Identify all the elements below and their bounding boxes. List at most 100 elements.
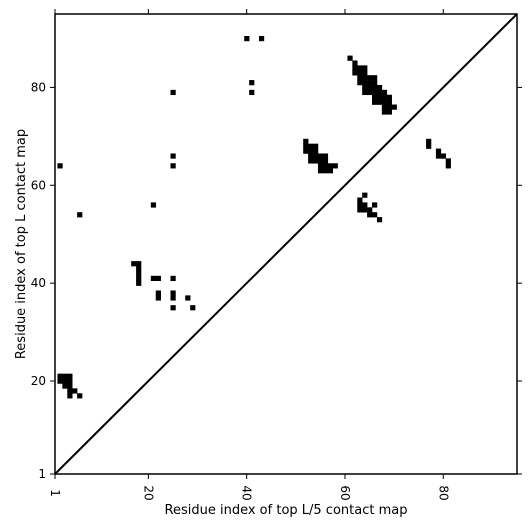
- contact-cell: [367, 89, 373, 96]
- contact-cell: [327, 163, 333, 169]
- contact-cell: [313, 158, 319, 164]
- y-tick-label: 1: [38, 467, 46, 481]
- x-tick-label: 80: [436, 485, 450, 500]
- contact-cell: [367, 84, 373, 91]
- contact-cell: [357, 207, 363, 213]
- contact-cell: [185, 295, 191, 301]
- contact-cell: [72, 388, 78, 394]
- plot-frame: [54, 13, 518, 475]
- contact-cell: [170, 295, 176, 301]
- contact-cell: [376, 217, 383, 223]
- contact-cell: [357, 70, 363, 76]
- contact-cell: [249, 80, 255, 86]
- contact-cell: [131, 261, 137, 267]
- contact-cell: [376, 99, 383, 105]
- contact-cell: [352, 60, 358, 66]
- contact-cell: [190, 305, 196, 311]
- contact-cell: [381, 89, 388, 96]
- contact-cell: [249, 89, 255, 96]
- contact-cell: [445, 158, 451, 164]
- contact-cell: [367, 207, 373, 213]
- contact-cell: [313, 148, 319, 154]
- x-tick-label: 20: [141, 485, 155, 500]
- axis-ticks: 1 20 40 60 80 1 20 40 60 80: [31, 9, 522, 501]
- contact-cell: [308, 143, 314, 149]
- contact-cell: [322, 168, 329, 174]
- contact-cell: [136, 270, 142, 277]
- contact-cell: [57, 378, 63, 384]
- contact-cell: [362, 65, 368, 71]
- contact-cell: [376, 94, 383, 100]
- contact-cell: [322, 163, 329, 169]
- contact-cell: [362, 84, 368, 91]
- x-tick-label: 40: [240, 485, 254, 500]
- contact-cell: [136, 275, 142, 281]
- contact-cell: [77, 393, 83, 399]
- contact-cell: [170, 153, 176, 159]
- contact-cell: [170, 163, 176, 169]
- contact-cell: [244, 36, 250, 42]
- contact-cell: [317, 163, 324, 169]
- contact-cell: [367, 80, 373, 86]
- contact-cell: [391, 104, 397, 110]
- contact-cell: [386, 104, 392, 110]
- contact-cell: [347, 55, 353, 61]
- contact-cell: [372, 94, 378, 100]
- diagonal-line: [54, 13, 518, 475]
- contact-cell: [445, 163, 451, 169]
- y-tick-label: 20: [31, 374, 46, 388]
- contact-cell: [372, 84, 378, 91]
- contact-cell: [303, 148, 309, 154]
- y-tick-label: 80: [31, 80, 46, 94]
- contact-cell: [435, 148, 442, 154]
- contact-cell: [367, 212, 373, 218]
- contact-cell: [440, 153, 447, 159]
- contact-cell: [313, 143, 319, 149]
- contact-cell: [352, 65, 358, 71]
- contact-cell: [376, 89, 383, 96]
- contact-cell: [77, 212, 83, 218]
- contact-cell: [303, 143, 309, 149]
- contact-cell: [57, 373, 63, 379]
- contact-cell: [357, 202, 363, 208]
- contact-cell: [317, 153, 324, 159]
- contact-cell: [352, 70, 358, 76]
- contact-cell: [357, 197, 363, 203]
- y-axis-label: Residue index of top L contact map: [14, 129, 29, 359]
- contact-cell: [381, 94, 388, 100]
- contact-cell: [357, 80, 363, 86]
- contact-cell: [357, 75, 363, 81]
- contact-cell: [372, 212, 378, 218]
- contact-cell: [67, 388, 73, 394]
- contact-cell: [155, 290, 161, 296]
- x-axis-label: Residue index of top L/5 contact map: [165, 503, 408, 518]
- contact-cell: [317, 168, 324, 174]
- contact-cell: [381, 109, 388, 115]
- contact-cell: [357, 65, 363, 71]
- contact-cell: [317, 158, 324, 164]
- contact-cell: [67, 373, 73, 379]
- contact-cell: [136, 261, 142, 267]
- contact-cell: [362, 202, 368, 208]
- contact-cell: [332, 163, 338, 169]
- contact-cell: [372, 80, 378, 86]
- contact-cell: [372, 75, 378, 81]
- contact-cell: [170, 275, 176, 281]
- contact-cell: [57, 163, 63, 169]
- contact-cell: [426, 138, 432, 144]
- contact-cell: [372, 89, 378, 96]
- contact-cell: [381, 99, 388, 105]
- contact-cell: [62, 383, 68, 389]
- contact-cell: [67, 378, 73, 384]
- contact-cell: [386, 109, 392, 115]
- contact-cell: [367, 75, 373, 81]
- contact-cell: [362, 75, 368, 81]
- contact-cell: [327, 168, 333, 174]
- contact-cell: [150, 275, 157, 281]
- contact-cell: [67, 383, 73, 389]
- contact-cell: [322, 153, 329, 159]
- contact-cell: [386, 99, 392, 105]
- contact-cell: [67, 393, 73, 399]
- contact-cell: [362, 80, 368, 86]
